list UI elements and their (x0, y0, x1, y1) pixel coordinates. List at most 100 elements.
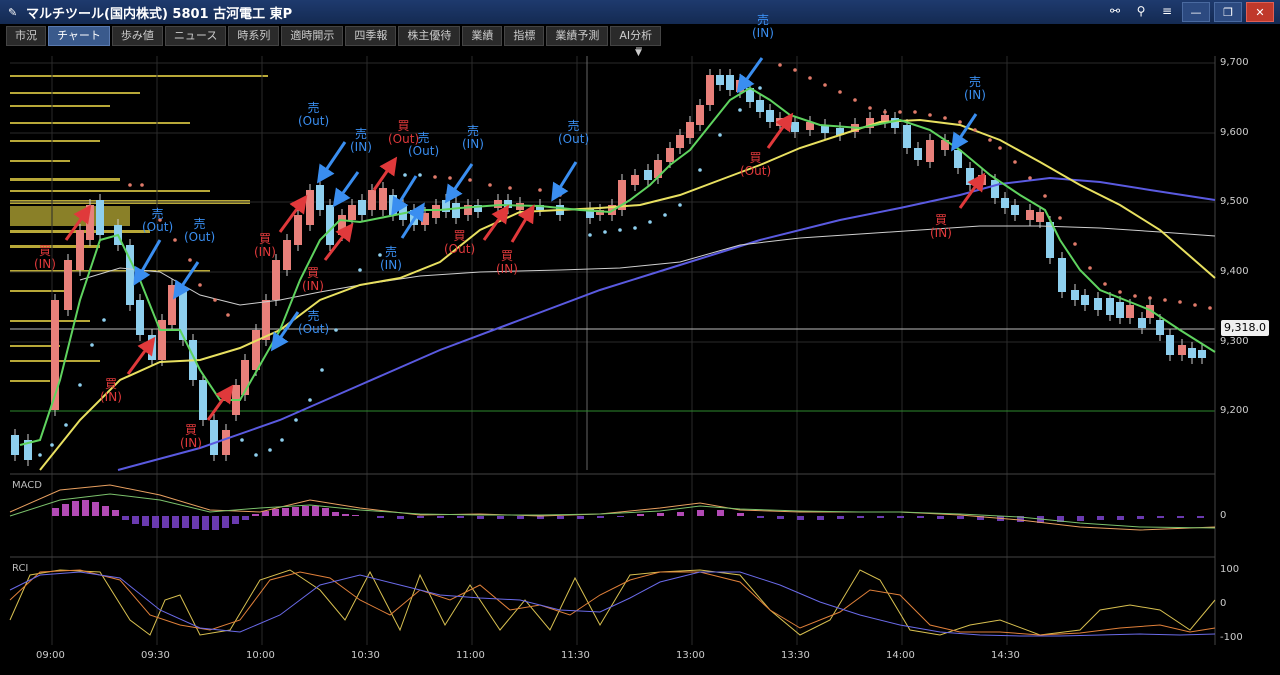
candle-body (806, 122, 814, 130)
candle-body (903, 125, 911, 148)
sar-dot (1088, 266, 1092, 270)
minimize-button[interactable]: — (1182, 2, 1210, 22)
candle-body (96, 200, 104, 235)
macd-bar (977, 516, 984, 520)
candle-body (696, 105, 704, 125)
tab-indicators[interactable]: 指標 (504, 26, 545, 46)
restore-button[interactable]: ❐ (1214, 2, 1242, 22)
panel-toggle-icon[interactable]: ▼ (635, 48, 642, 58)
close-button[interactable]: ✕ (1246, 2, 1274, 22)
time-label: 09:30 (141, 650, 170, 661)
tab-ai[interactable]: AI分析 (610, 26, 662, 46)
macd-bar (497, 516, 504, 519)
trade-annotation: 買 (IN) (100, 377, 122, 404)
trade-annotation: 売 (Out) (298, 309, 330, 336)
candle-body (241, 360, 249, 395)
sar-dot (1043, 194, 1047, 198)
macd-bar (282, 508, 289, 516)
candle-body (1178, 345, 1186, 355)
sar-dot (1118, 290, 1122, 294)
macd-bar (917, 516, 924, 518)
sar-dot (738, 108, 742, 112)
sar-dot (663, 213, 667, 217)
trade-annotation: 売 (Out) (408, 131, 440, 158)
current-price-badge: 9,318.0 (1221, 320, 1269, 336)
macd-bar (1117, 516, 1124, 520)
macd-bar (172, 516, 179, 528)
macd-bar (417, 516, 424, 518)
chart-canvas[interactable]: ▼ (0, 46, 1280, 675)
candle-body (618, 180, 626, 210)
trade-annotation: 買 (Out) (388, 119, 420, 146)
tab-earnings[interactable]: 業績 (462, 26, 503, 46)
ma-extra-line (79, 225, 1216, 306)
candle-body (64, 260, 72, 310)
candle-body (914, 148, 922, 160)
candle-body (76, 230, 84, 270)
candle-body (716, 75, 724, 85)
tab-tick[interactable]: 歩み値 (111, 26, 163, 46)
macd-bar (937, 516, 944, 519)
candle-body (494, 200, 502, 208)
candle-body (1166, 335, 1174, 355)
tab-benefits[interactable]: 株主優待 (398, 26, 461, 46)
sar-dot (1103, 282, 1107, 286)
sar-dot (320, 368, 324, 372)
macd-bar (232, 516, 239, 524)
candle-body (536, 205, 544, 210)
candle-body (432, 205, 440, 218)
candle-body (881, 115, 889, 122)
sar-dot (1163, 298, 1167, 302)
tab-forecast[interactable]: 業績予測 (546, 26, 609, 46)
sar-dot (38, 453, 42, 457)
trade-annotation: 買 (IN) (34, 244, 56, 271)
candle-body (464, 205, 472, 215)
macd-bar (457, 516, 464, 518)
sar-dot (883, 110, 887, 114)
tab-shikiho[interactable]: 四季報 (345, 26, 397, 46)
tab-timeseries[interactable]: 時系列 (228, 26, 280, 46)
macd-bar (477, 516, 484, 519)
sar-dot (1013, 160, 1017, 164)
trade-annotation: 売 (Out) (184, 217, 216, 244)
rci-axis-label: -100 (1220, 632, 1243, 643)
candle-body (199, 380, 207, 420)
trade-annotation: 売 (IN) (752, 13, 774, 40)
tab-bar: 市況 チャート 歩み値 ニュース 時系列 適時開示 四季報 株主優待 業績 指標… (6, 26, 662, 46)
sar-dot (198, 283, 202, 287)
macd-bar (312, 506, 319, 516)
search-icon[interactable]: ⚲ (1136, 4, 1146, 18)
tab-disclosure[interactable]: 適時開示 (281, 26, 344, 46)
candle-body (891, 118, 899, 128)
macd-bar (837, 516, 844, 519)
sar-dot (1208, 306, 1212, 310)
link-icon[interactable]: ⚯ (1109, 4, 1121, 18)
tab-news[interactable]: ニュース (164, 26, 227, 46)
candle-body (1116, 302, 1124, 318)
sar-dot (213, 298, 217, 302)
tab-market[interactable]: 市況 (6, 26, 46, 46)
candle-body (283, 240, 291, 270)
time-label: 14:00 (886, 650, 915, 661)
macd-bar (557, 516, 564, 519)
sar-dot (588, 233, 592, 237)
macd-bar (202, 516, 209, 530)
candle-body (836, 128, 844, 135)
sar-dot (998, 146, 1002, 150)
candle-body (1071, 290, 1079, 300)
sar-dot (1028, 176, 1032, 180)
pin-icon[interactable]: ✎ (8, 5, 18, 19)
macd-bar (352, 515, 359, 516)
macd-bar (777, 516, 784, 519)
tab-chart[interactable]: チャート (48, 26, 110, 46)
macd-bar (657, 513, 664, 516)
macd-bar (142, 516, 149, 526)
macd-bar (577, 516, 584, 519)
menu-icon[interactable]: ≡ (1161, 4, 1173, 18)
sar-dot (538, 188, 542, 192)
sar-dot (294, 418, 298, 422)
candle-body (631, 175, 639, 185)
candle-body (746, 88, 754, 102)
candle-body (368, 190, 376, 210)
candle-body (326, 205, 334, 245)
